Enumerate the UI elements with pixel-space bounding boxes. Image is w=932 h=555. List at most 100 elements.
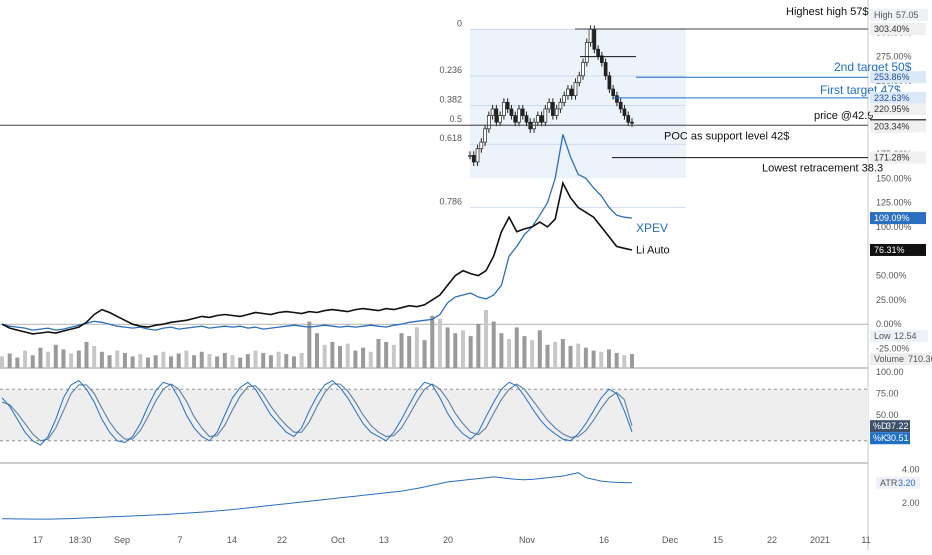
volume-bar (507, 339, 512, 368)
volume-bar (169, 356, 174, 368)
candle-body (543, 108, 548, 123)
y-tick-label: 275.00% (876, 52, 912, 62)
candle-body (618, 101, 623, 110)
y-tick-label: -25.00% (876, 344, 910, 354)
candle-body (551, 101, 555, 116)
volume-bar (591, 350, 596, 368)
volume-bar (207, 354, 212, 368)
volume-bar (576, 343, 581, 368)
candle-body (468, 155, 472, 157)
x-tick-label: 20 (443, 535, 453, 545)
candle-body (517, 108, 521, 123)
volume-bar (384, 341, 389, 368)
annotation-highest-high: Highest high 57$ (786, 6, 869, 18)
volume-bar (322, 344, 327, 368)
atr-value: 3.20 (898, 478, 916, 488)
volume-bar (0, 356, 4, 368)
volume-bar (30, 355, 35, 368)
fib-level-label: 0.382 (439, 94, 462, 104)
volume-bar (84, 341, 89, 368)
candle-body (498, 115, 502, 123)
candle-body (615, 95, 619, 103)
x-tick-label: 22 (767, 535, 777, 545)
stoch-tick-label: 75.00 (876, 389, 899, 399)
volume-bar (222, 352, 227, 368)
x-tick-label: 17 (33, 535, 43, 545)
candle-body (566, 88, 570, 97)
volume-bar (245, 354, 250, 368)
candle-body (569, 88, 574, 97)
fib-level-label: 0.5 (449, 114, 462, 124)
y-tick-label: 50.00% (876, 271, 907, 281)
volume-bar (622, 355, 627, 368)
volume-bar (115, 350, 120, 368)
level-tag-bg (870, 23, 926, 36)
candle-body (607, 75, 612, 90)
candle-body (524, 115, 529, 123)
volume-bar (430, 315, 435, 368)
stoch-k-label: %K (873, 433, 887, 443)
candle-body (483, 128, 487, 143)
candle-body (592, 28, 597, 50)
volume-bar (238, 357, 243, 368)
fib-level-label: 0.618 (439, 133, 462, 143)
atr-tick-label: 4.00 (902, 464, 920, 474)
x-tick-label: Nov (519, 535, 536, 545)
series-label-xpev: XPEV (636, 221, 668, 235)
candle-body (558, 101, 563, 110)
volume-bar (422, 340, 427, 368)
level-tag: 232.63% (874, 93, 910, 103)
candle-body (535, 115, 540, 123)
stoch-d-value: 37.22 (886, 421, 909, 431)
volume-bar (7, 353, 12, 368)
volume-bar (76, 350, 81, 368)
volume-bar (522, 336, 527, 368)
volume-bar (184, 350, 189, 368)
x-tick-label: 13 (379, 535, 389, 545)
volume-bar (215, 356, 220, 368)
volume-bar (61, 349, 66, 368)
volume-bar (614, 352, 619, 368)
candle-body (573, 82, 578, 97)
volume-bar (99, 351, 104, 368)
volume-bar (568, 345, 573, 368)
volume-bar (276, 351, 281, 368)
y-tick-label: 125.00% (876, 198, 912, 208)
fib-level-label: 0.786 (439, 196, 462, 206)
level-tag-bg (870, 103, 926, 116)
level-tag: 253.86% (874, 72, 910, 82)
candle-body (603, 62, 608, 77)
candle-body (520, 108, 525, 116)
volume-bar (53, 344, 58, 368)
candle-body (505, 101, 510, 110)
candle-body (622, 108, 627, 116)
candle-body (600, 55, 604, 63)
candle-body (475, 148, 480, 163)
liauto-tag-bg (870, 243, 926, 256)
volume-bar (476, 324, 481, 368)
candle-body (577, 75, 582, 83)
volume-label: Volume (874, 354, 904, 364)
candle-body (494, 108, 499, 123)
x-tick-label: 18:30 (69, 535, 92, 545)
volume-bar (399, 333, 404, 368)
candle-body (539, 115, 544, 123)
volume-bar (553, 341, 558, 368)
x-tick-label: 22 (277, 535, 287, 545)
volume-bar (299, 352, 304, 368)
x-tick-label: 15 (713, 535, 723, 545)
volume-bar (391, 344, 396, 368)
volume-bar (583, 347, 588, 368)
annotation-second-target: 2nd target 50$ (834, 60, 912, 74)
stoch-k-line (1, 379, 633, 446)
candle-body (626, 115, 631, 123)
volume-bar (15, 357, 20, 368)
candle-body (554, 108, 559, 116)
right-axis: 300.00%275.00%250.00%225.00%200.00%175.0… (870, 8, 932, 508)
candle-body (588, 28, 593, 43)
volume-bar (138, 354, 143, 368)
stoch-d-line (1, 383, 633, 442)
y-tick-label: 25.00% (876, 295, 907, 305)
volume-bar (545, 344, 550, 368)
